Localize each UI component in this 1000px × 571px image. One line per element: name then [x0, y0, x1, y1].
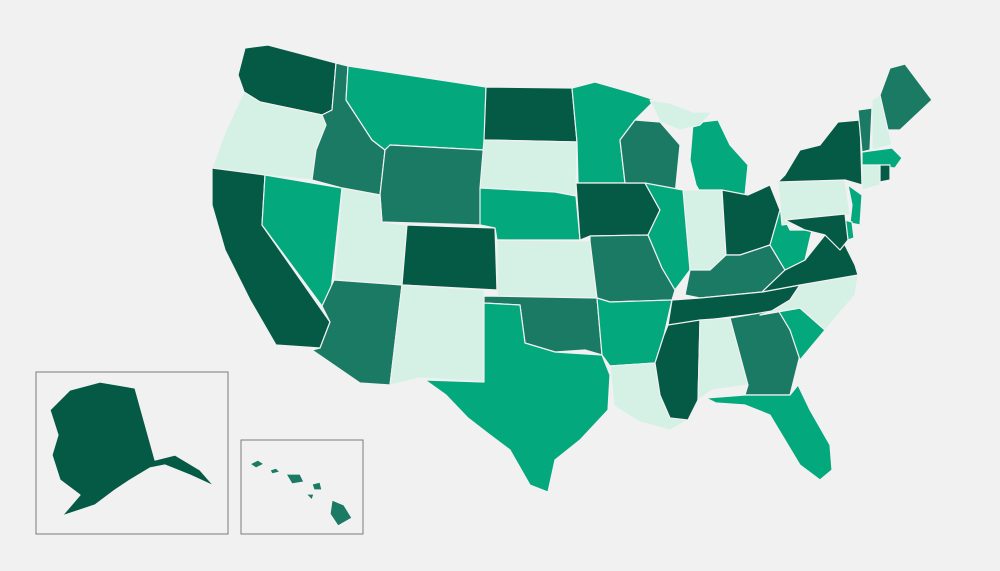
state-fl — [705, 384, 833, 481]
state-ma — [861, 147, 903, 169]
state-ia — [575, 182, 661, 241]
state-va — [761, 234, 859, 293]
state-ak — [49, 381, 215, 517]
state-sd — [479, 139, 578, 197]
state-ks — [496, 239, 598, 299]
states-layer — [211, 44, 933, 493]
state-nh — [871, 94, 893, 151]
state-ct — [861, 164, 881, 191]
alaska-inset-frame — [35, 371, 229, 535]
state-nm — [389, 284, 485, 386]
hawaii-inset-frame — [240, 439, 364, 535]
state-hi — [249, 459, 353, 527]
state-mi-up — [649, 99, 713, 131]
state-nc — [759, 274, 859, 331]
state-co — [401, 224, 498, 291]
state-md — [784, 213, 849, 251]
state-ri — [879, 164, 891, 183]
state-in — [682, 189, 727, 271]
state-me — [879, 63, 933, 131]
inset-states-layer — [49, 381, 353, 527]
state-wy — [379, 144, 485, 226]
state-nd — [483, 86, 578, 143]
state-nj — [847, 184, 863, 226]
state-tx — [424, 302, 611, 493]
state-vt — [857, 107, 873, 153]
